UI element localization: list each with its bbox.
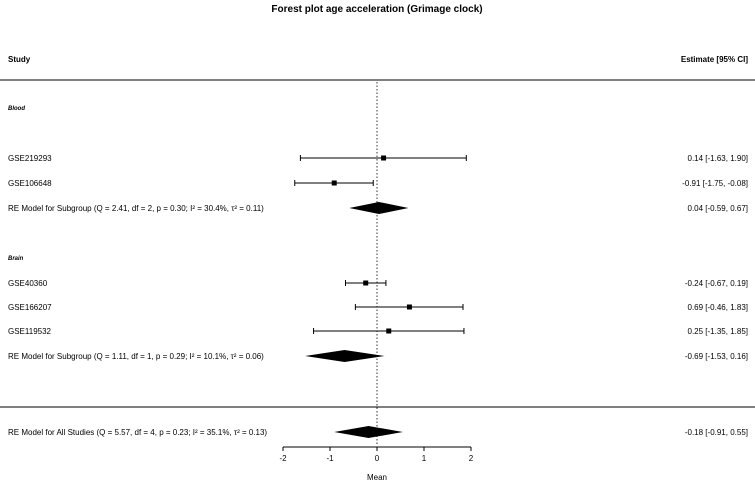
- point-estimate: [406, 304, 412, 310]
- summary-diamond: [349, 202, 409, 214]
- subgroup-summary-estimate: -0.69 [-1.53, 0.16]: [685, 352, 748, 361]
- study-label: GSE119532: [8, 327, 52, 336]
- study-estimate: 0.14 [-1.63, 1.90]: [688, 154, 749, 163]
- x-tick-label: 1: [422, 454, 427, 463]
- subgroup-summary-label: RE Model for Subgroup (Q = 2.41, df = 2,…: [8, 204, 264, 213]
- plot-marks: Blood GSE219293 0.14 [-1.63, 1.90] GSE10664…: [8, 82, 748, 463]
- study-label: GSE106648: [8, 179, 52, 188]
- study-estimate: 0.69 [-0.46, 1.83]: [688, 303, 749, 312]
- header-estimate: Estimate [95% CI]: [681, 55, 748, 64]
- overall-summary-label: RE Model for All Studies (Q = 5.57, df =…: [8, 428, 267, 437]
- study-label: GSE40360: [8, 279, 48, 288]
- x-tick-label: 2: [469, 454, 474, 463]
- summary-diamond: [305, 350, 385, 362]
- chart-title: Forest plot age acceleration (Grimage cl…: [271, 4, 482, 15]
- summary-diamond: [334, 426, 403, 438]
- x-tick-label: 0: [375, 454, 380, 463]
- x-tick-label: -2: [279, 454, 287, 463]
- study-label: GSE166207: [8, 303, 52, 312]
- point-estimate: [363, 280, 369, 286]
- point-estimate: [386, 328, 392, 334]
- subgroup-summary-label: RE Model for Subgroup (Q = 1.11, df = 1,…: [8, 352, 264, 361]
- study-label: GSE219293: [8, 154, 52, 163]
- study-estimate: 0.25 [-1.35, 1.85]: [688, 327, 749, 336]
- point-estimate: [381, 155, 387, 161]
- group-label: Brain: [8, 256, 24, 262]
- group-label: Blood: [8, 106, 25, 112]
- x-tick-label: -1: [326, 454, 334, 463]
- header-study: Study: [8, 55, 31, 64]
- study-estimate: -0.91 [-1.75, -0.08]: [682, 179, 748, 188]
- point-estimate: [331, 180, 337, 186]
- overall-summary-estimate: -0.18 [-0.91, 0.55]: [685, 428, 748, 437]
- subgroup-summary-estimate: 0.04 [-0.59, 0.67]: [688, 204, 749, 213]
- x-axis-label: Mean: [367, 473, 387, 482]
- study-estimate: -0.24 [-0.67, 0.19]: [685, 279, 748, 288]
